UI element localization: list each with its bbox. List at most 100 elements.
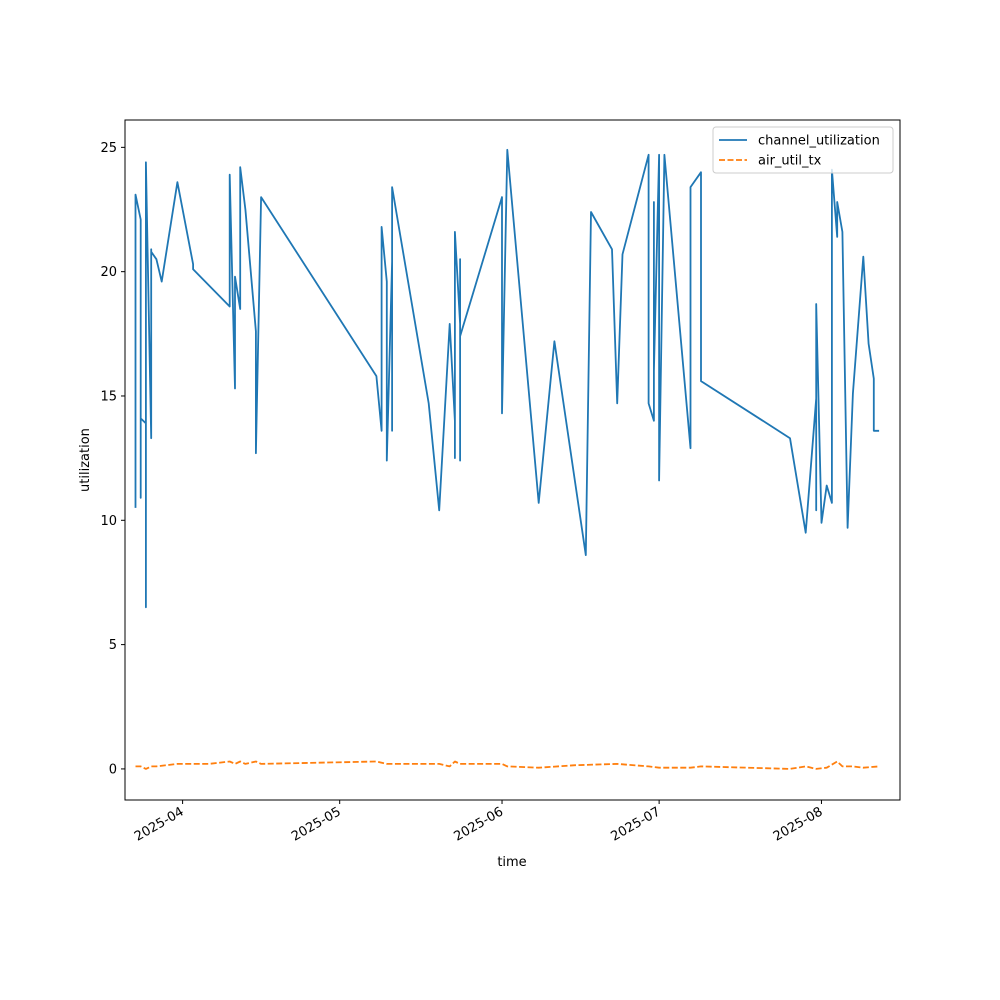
data-point-air_util_tx-16 — [397, 763, 399, 765]
data-point-air_util_tx-36 — [842, 766, 844, 768]
data-point-channel_utilization-34 — [391, 430, 393, 432]
data-point-channel_utilization-83 — [836, 201, 838, 203]
legend-label-channel_utilization: channel_utilization — [758, 134, 880, 149]
series-line-air_util_tx — [135, 760, 880, 770]
data-point-air_util_tx-8 — [229, 761, 231, 763]
data-point-air_util_tx-10 — [239, 761, 241, 763]
data-point-channel_utilization-2 — [140, 219, 142, 221]
data-point-channel_utilization-9 — [150, 249, 152, 251]
data-point-channel_utilization-86 — [852, 393, 854, 395]
data-point-channel_utilization-43 — [459, 323, 461, 325]
data-point-channel_utilization-76 — [815, 510, 817, 512]
y-tick-label-5: 5 — [109, 638, 117, 653]
data-point-channel_utilization-68 — [664, 154, 666, 156]
data-point-air_util_tx-1 — [140, 766, 142, 768]
data-point-channel_utilization-53 — [538, 502, 540, 504]
data-point-air_util_tx-34 — [826, 767, 828, 769]
data-point-channel_utilization-52 — [507, 149, 509, 151]
legend-label-air_util_tx: air_util_tx — [758, 154, 822, 169]
data-point-air_util_tx-14 — [376, 761, 378, 763]
legend: channel_utilization air_util_tx — [712, 126, 894, 174]
data-point-air_util_tx-7 — [208, 763, 210, 765]
data-point-channel_utilization-90 — [873, 430, 875, 432]
data-point-channel_utilization-7 — [145, 162, 147, 164]
data-point-air_util_tx-12 — [255, 761, 257, 763]
data-point-channel_utilization-70 — [690, 186, 692, 188]
data-point-air_util_tx-9 — [234, 763, 236, 765]
data-point-channel_utilization-59 — [622, 254, 624, 256]
data-point-channel_utilization-61 — [648, 403, 650, 405]
data-point-channel_utilization-24 — [255, 452, 257, 454]
data-point-channel_utilization-16 — [229, 306, 231, 308]
data-point-channel_utilization-54 — [554, 341, 556, 343]
data-point-air_util_tx-2 — [145, 768, 147, 770]
data-point-channel_utilization-38 — [449, 323, 451, 325]
data-point-channel_utilization-85 — [847, 527, 849, 529]
data-point-channel_utilization-33 — [391, 261, 393, 263]
data-point-channel_utilization-15 — [192, 268, 194, 270]
data-point-channel_utilization-0 — [135, 507, 137, 509]
data-point-air_util_tx-38 — [863, 767, 865, 769]
data-point-channel_utilization-31 — [386, 301, 388, 303]
axes-frame — [124, 119, 901, 801]
data-point-channel_utilization-62 — [653, 420, 655, 422]
y-tick-label-0: 0 — [109, 762, 117, 777]
data-point-channel_utilization-27 — [381, 430, 383, 432]
data-point-channel_utilization-56 — [590, 211, 592, 213]
data-point-channel_utilization-25 — [260, 196, 262, 198]
data-point-channel_utilization-1 — [135, 194, 137, 196]
data-point-channel_utilization-65 — [658, 154, 660, 156]
data-point-channel_utilization-57 — [611, 249, 613, 251]
data-point-channel_utilization-37 — [438, 510, 440, 512]
data-point-channel_utilization-35 — [391, 186, 393, 188]
data-point-channel_utilization-22 — [245, 209, 247, 211]
data-point-air_util_tx-4 — [156, 766, 158, 768]
data-point-channel_utilization-72 — [700, 380, 702, 382]
data-point-channel_utilization-40 — [454, 273, 456, 275]
data-point-channel_utilization-29 — [386, 281, 388, 283]
data-point-channel_utilization-44 — [459, 460, 461, 462]
y-tick-label-20: 20 — [100, 265, 117, 280]
data-point-channel_utilization-49 — [459, 336, 461, 338]
y-tick-label-10: 10 — [100, 514, 117, 529]
data-point-air_util_tx-19 — [454, 761, 456, 763]
x-axis-label: time — [497, 855, 526, 870]
data-point-air_util_tx-24 — [575, 764, 577, 766]
data-point-air_util_tx-22 — [507, 766, 509, 768]
data-point-channel_utilization-3 — [140, 497, 142, 499]
data-point-channel_utilization-41 — [454, 457, 456, 459]
data-point-channel_utilization-19 — [234, 276, 236, 278]
data-point-air_util_tx-26 — [648, 766, 650, 768]
data-point-channel_utilization-36 — [428, 403, 430, 405]
data-point-channel_utilization-13 — [177, 181, 179, 183]
data-point-channel_utilization-75 — [815, 398, 817, 400]
data-point-air_util_tx-0 — [135, 766, 137, 768]
data-point-channel_utilization-51 — [501, 413, 503, 415]
data-point-channel_utilization-45 — [459, 258, 461, 260]
data-point-channel_utilization-11 — [156, 258, 158, 260]
data-point-channel_utilization-28 — [381, 226, 383, 228]
data-point-channel_utilization-50 — [501, 196, 503, 198]
data-point-channel_utilization-84 — [842, 231, 844, 233]
data-point-air_util_tx-6 — [192, 763, 194, 765]
data-point-channel_utilization-10 — [150, 251, 152, 253]
data-point-channel_utilization-5 — [145, 423, 147, 425]
data-point-channel_utilization-92 — [878, 430, 880, 432]
data-point-air_util_tx-13 — [260, 763, 262, 765]
data-point-channel_utilization-23 — [255, 331, 257, 333]
data-point-channel_utilization-63 — [653, 201, 655, 203]
data-point-air_util_tx-37 — [852, 766, 854, 768]
data-point-channel_utilization-30 — [386, 348, 388, 350]
data-point-channel_utilization-79 — [826, 485, 828, 487]
data-point-air_util_tx-31 — [789, 768, 791, 770]
data-point-air_util_tx-18 — [449, 766, 451, 768]
series-line-channel_utilization — [134, 148, 880, 609]
data-point-air_util_tx-29 — [690, 767, 692, 769]
data-point-air_util_tx-23 — [538, 767, 540, 769]
data-point-channel_utilization-18 — [234, 388, 236, 390]
data-point-channel_utilization-71 — [700, 171, 702, 173]
data-point-channel_utilization-60 — [648, 154, 650, 156]
data-point-air_util_tx-28 — [664, 767, 666, 769]
data-point-air_util_tx-20 — [459, 763, 461, 765]
